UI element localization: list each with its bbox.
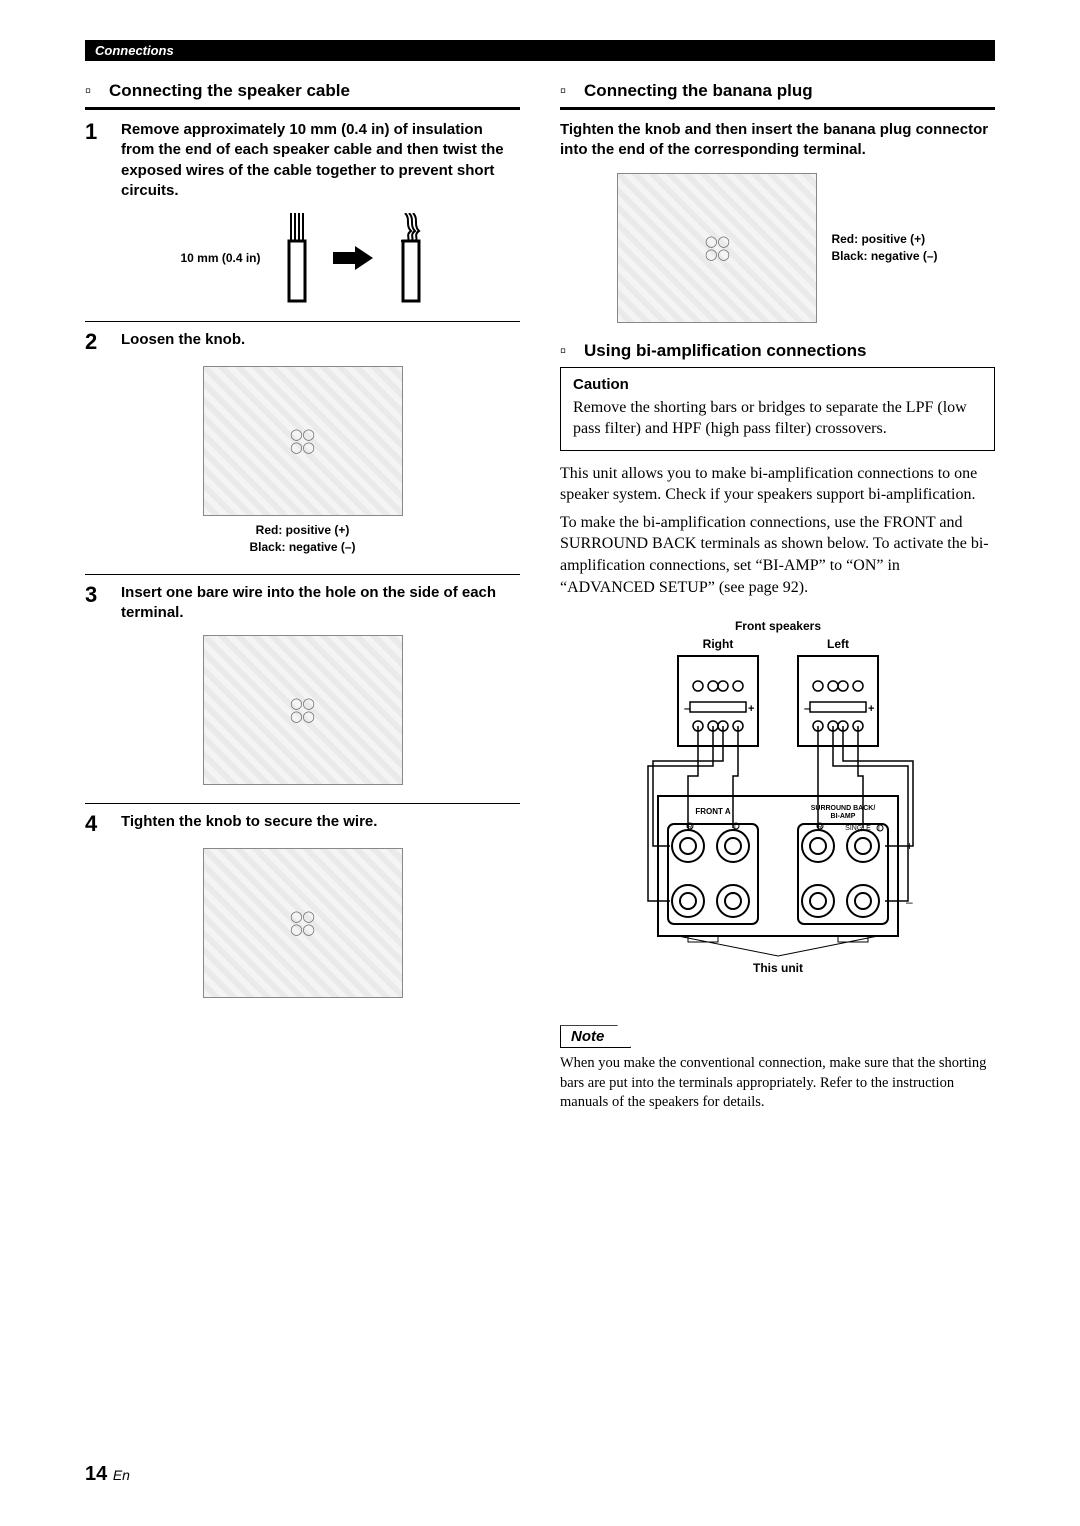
- step-number: 3: [85, 583, 103, 624]
- biamp-section-heading: ▫ Using bi-amplification connections: [560, 341, 995, 361]
- strip-insulation-figure: 10 mm (0.4 in): [85, 213, 520, 303]
- rule: [85, 803, 520, 804]
- left-section-heading: ▫ Connecting the speaker cable: [85, 81, 520, 101]
- polarity-caption-red: Red: positive (+): [831, 231, 937, 248]
- polarity-caption-red: Red: positive (+): [85, 522, 520, 539]
- step-text: Insert one bare wire into the hole on th…: [121, 583, 520, 624]
- rule: [85, 574, 520, 575]
- caution-title: Caution: [573, 376, 982, 393]
- polarity-caption-black: Black: negative (–): [85, 539, 520, 556]
- rule: [85, 107, 520, 110]
- step-3: 3 Insert one bare wire into the hole on …: [85, 583, 520, 624]
- square-glyph-icon: ▫: [85, 81, 91, 101]
- diag-this-unit-label: This unit: [753, 961, 803, 975]
- square-glyph-icon: ▫: [560, 341, 566, 361]
- bare-wire-icon: [283, 213, 311, 303]
- step-4: 4 Tighten the knob to secure the wire.: [85, 812, 520, 836]
- left-column: ▫ Connecting the speaker cable 1 Remove …: [85, 81, 520, 1113]
- polarity-caption-black: Black: negative (–): [831, 248, 937, 265]
- banana-section-heading: ▫ Connecting the banana plug: [560, 81, 995, 101]
- biamp-wiring-diagram: Front speakers Right Left: [618, 616, 938, 986]
- page-number-value: 14: [85, 1463, 107, 1485]
- square-glyph-icon: ▫: [560, 81, 566, 101]
- svg-text:–: –: [906, 895, 913, 909]
- caution-body: Remove the shorting bars or bridges to s…: [573, 397, 982, 440]
- loosen-knob-figure: ◯◯◯◯ Red: positive (+) Black: negative (…: [85, 366, 520, 556]
- svg-text:L: L: [878, 826, 882, 833]
- biamp-wiring-figure: Front speakers Right Left: [560, 616, 995, 991]
- diag-surround-label: SURROUND BACK/: [810, 805, 875, 812]
- step-1: 1 Remove approximately 10 mm (0.4 in) of…: [85, 120, 520, 201]
- page-number-suffix: En: [113, 1467, 130, 1483]
- step-text: Remove approximately 10 mm (0.4 in) of i…: [121, 120, 520, 201]
- header-section-bar: Connections: [85, 40, 995, 61]
- svg-text:–: –: [684, 703, 690, 715]
- biamp-paragraph-1: This unit allows you to make bi-amplific…: [560, 463, 995, 506]
- biamp-heading-text: Using bi-amplification connections: [584, 341, 866, 361]
- insert-wire-figure: ◯◯◯◯: [85, 635, 520, 785]
- diag-right-label: Right: [702, 637, 733, 651]
- step-number: 2: [85, 330, 103, 354]
- banana-body-text: Tighten the knob and then insert the ban…: [560, 120, 995, 161]
- insert-wire-diagram: ◯◯◯◯: [203, 635, 403, 785]
- terminal-knobs-diagram: ◯◯◯◯: [203, 366, 403, 516]
- tighten-knob-diagram: ◯◯◯◯: [203, 848, 403, 998]
- banana-heading-text: Connecting the banana plug: [584, 81, 813, 101]
- diag-left-label: Left: [827, 637, 849, 651]
- rule: [560, 107, 995, 110]
- biamp-paragraph-2: To make the bi-amplification connections…: [560, 512, 995, 598]
- page-number: 14 En: [85, 1463, 130, 1486]
- svg-text:+: +: [748, 703, 754, 715]
- step-2: 2 Loosen the knob.: [85, 330, 520, 354]
- tighten-knob-figure: ◯◯◯◯: [85, 848, 520, 998]
- note-body: When you make the conventional connectio…: [560, 1054, 995, 1113]
- arrow-right-icon: [333, 246, 373, 270]
- svg-text:+: +: [868, 703, 874, 715]
- note-label: Note: [560, 1025, 631, 1048]
- svg-text:–: –: [804, 703, 810, 715]
- step-number: 1: [85, 120, 103, 201]
- step-text: Tighten the knob to secure the wire.: [121, 812, 520, 836]
- right-column: ▫ Connecting the banana plug Tighten the…: [560, 81, 995, 1113]
- rule: [85, 321, 520, 322]
- two-column-layout: ▫ Connecting the speaker cable 1 Remove …: [85, 81, 995, 1113]
- twisted-wire-icon: [395, 213, 425, 303]
- diag-biamp-label: BI-AMP: [830, 813, 855, 820]
- svg-text:L: L: [734, 824, 738, 831]
- banana-plug-figure: ◯◯◯◯ Red: positive (+) Black: negative (…: [560, 173, 995, 323]
- strip-length-label: 10 mm (0.4 in): [180, 250, 260, 267]
- step-text: Loosen the knob.: [121, 330, 520, 354]
- diag-front-speakers-label: Front speakers: [734, 619, 820, 633]
- diag-front-a-label: FRONT A: [695, 807, 730, 816]
- step-number: 4: [85, 812, 103, 836]
- left-heading-text: Connecting the speaker cable: [109, 81, 350, 101]
- caution-box: Caution Remove the shorting bars or brid…: [560, 367, 995, 451]
- banana-plug-diagram: ◯◯◯◯: [617, 173, 817, 323]
